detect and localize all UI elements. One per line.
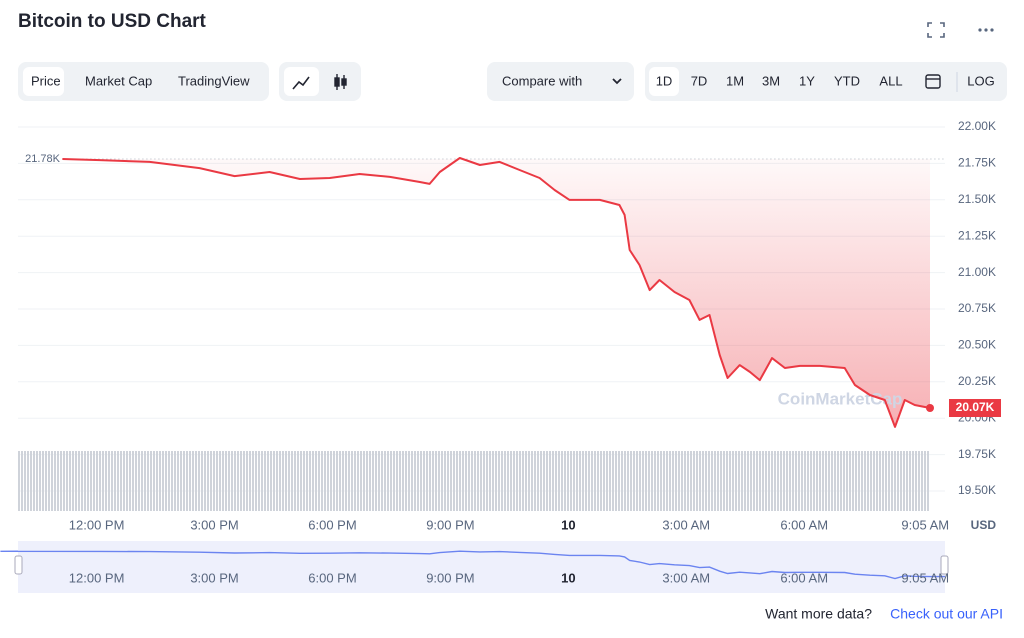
- y-tick-label: 21.25K: [958, 228, 996, 242]
- tab[interactable]: Price: [31, 73, 61, 88]
- start-value-label: 21.78K: [25, 153, 61, 165]
- page-title: Bitcoin to USD Chart: [18, 11, 207, 32]
- range[interactable]: 1M: [726, 73, 744, 88]
- tab-group: [18, 62, 269, 101]
- price-area: [62, 158, 930, 427]
- navigator-handle[interactable]: [940, 555, 949, 575]
- tab[interactable]: TradingView: [178, 73, 250, 88]
- last-point: [926, 404, 934, 413]
- navigator-tick-label: 3:00 AM: [662, 570, 710, 585]
- x-tick-label: 3:00 AM: [662, 517, 710, 532]
- x-tick-label: 3:00 PM: [190, 517, 238, 532]
- x-tick-label: 12:00 PM: [69, 517, 125, 532]
- price-line: [62, 157, 931, 428]
- range-active: [649, 67, 679, 96]
- x-tick-label: 10: [561, 517, 575, 532]
- more-icon[interactable]: [978, 28, 994, 32]
- range-group: [645, 62, 1007, 101]
- navigator-tick-label: 3:00 PM: [190, 570, 238, 585]
- chevron: [612, 78, 622, 85]
- y-tick-label: 21.00K: [958, 265, 996, 279]
- volume-bars: [18, 451, 930, 511]
- navigator-tick-label: 9:05 AM: [901, 570, 949, 585]
- y-axis-label: USD: [971, 518, 997, 532]
- y-tick-label: 19.75K: [958, 447, 996, 461]
- navigator-tick-label: 10: [561, 570, 575, 585]
- range[interactable]: ALL: [879, 73, 902, 88]
- candle-icon[interactable]: [334, 74, 347, 90]
- range[interactable]: 7D: [691, 73, 708, 88]
- y-tick-label: 20.25K: [958, 374, 996, 388]
- x-tick-label: 9:05 AM: [901, 517, 949, 532]
- range[interactable]: YTD: [834, 73, 860, 88]
- y-tick-label: 20.75K: [958, 301, 996, 315]
- watermark: CoinMarketCap: [778, 389, 903, 408]
- line-type-button[interactable]: [284, 67, 319, 96]
- x-tick-label: 6:00 AM: [780, 517, 828, 532]
- range[interactable]: 1D: [656, 73, 673, 88]
- y-tick-label: 22.00K: [958, 119, 996, 133]
- navigator-handle[interactable]: [14, 555, 23, 575]
- navigator[interactable]: [18, 541, 945, 593]
- y-tick-label: 21.75K: [958, 156, 996, 170]
- y-tick-label: 19.50K: [958, 483, 996, 497]
- tab-active: [23, 67, 64, 96]
- y-tick-label: 20.50K: [958, 338, 996, 352]
- x-tick-label: 9:00 PM: [426, 517, 474, 532]
- compare-label: Compare with: [502, 73, 582, 88]
- fullscreen-icon[interactable]: [927, 22, 945, 38]
- navigator-tick-label: 6:00 AM: [780, 570, 828, 585]
- calendar-icon[interactable]: [925, 74, 941, 89]
- navigator-tick-label: 12:00 PM: [69, 570, 125, 585]
- api-link[interactable]: Check out our API: [890, 606, 1003, 622]
- tab[interactable]: Market Cap: [85, 73, 152, 88]
- navigator-line: [0, 550, 946, 580]
- log-toggle[interactable]: LOG: [967, 73, 994, 88]
- last-value-label: 20.07K: [956, 400, 995, 414]
- range[interactable]: 3M: [762, 73, 780, 88]
- navigator-tick-label: 6:00 PM: [308, 570, 356, 585]
- footer-prompt: Want more data?: [765, 606, 872, 622]
- x-tick-label: 6:00 PM: [308, 517, 356, 532]
- y-tick-label: 21.50K: [958, 192, 996, 206]
- range[interactable]: 1Y: [799, 73, 815, 88]
- line-icon: [292, 76, 310, 90]
- last-price-badge: [949, 399, 1001, 418]
- compare-dropdown[interactable]: [487, 62, 634, 101]
- navigator-tick-label: 9:00 PM: [426, 570, 474, 585]
